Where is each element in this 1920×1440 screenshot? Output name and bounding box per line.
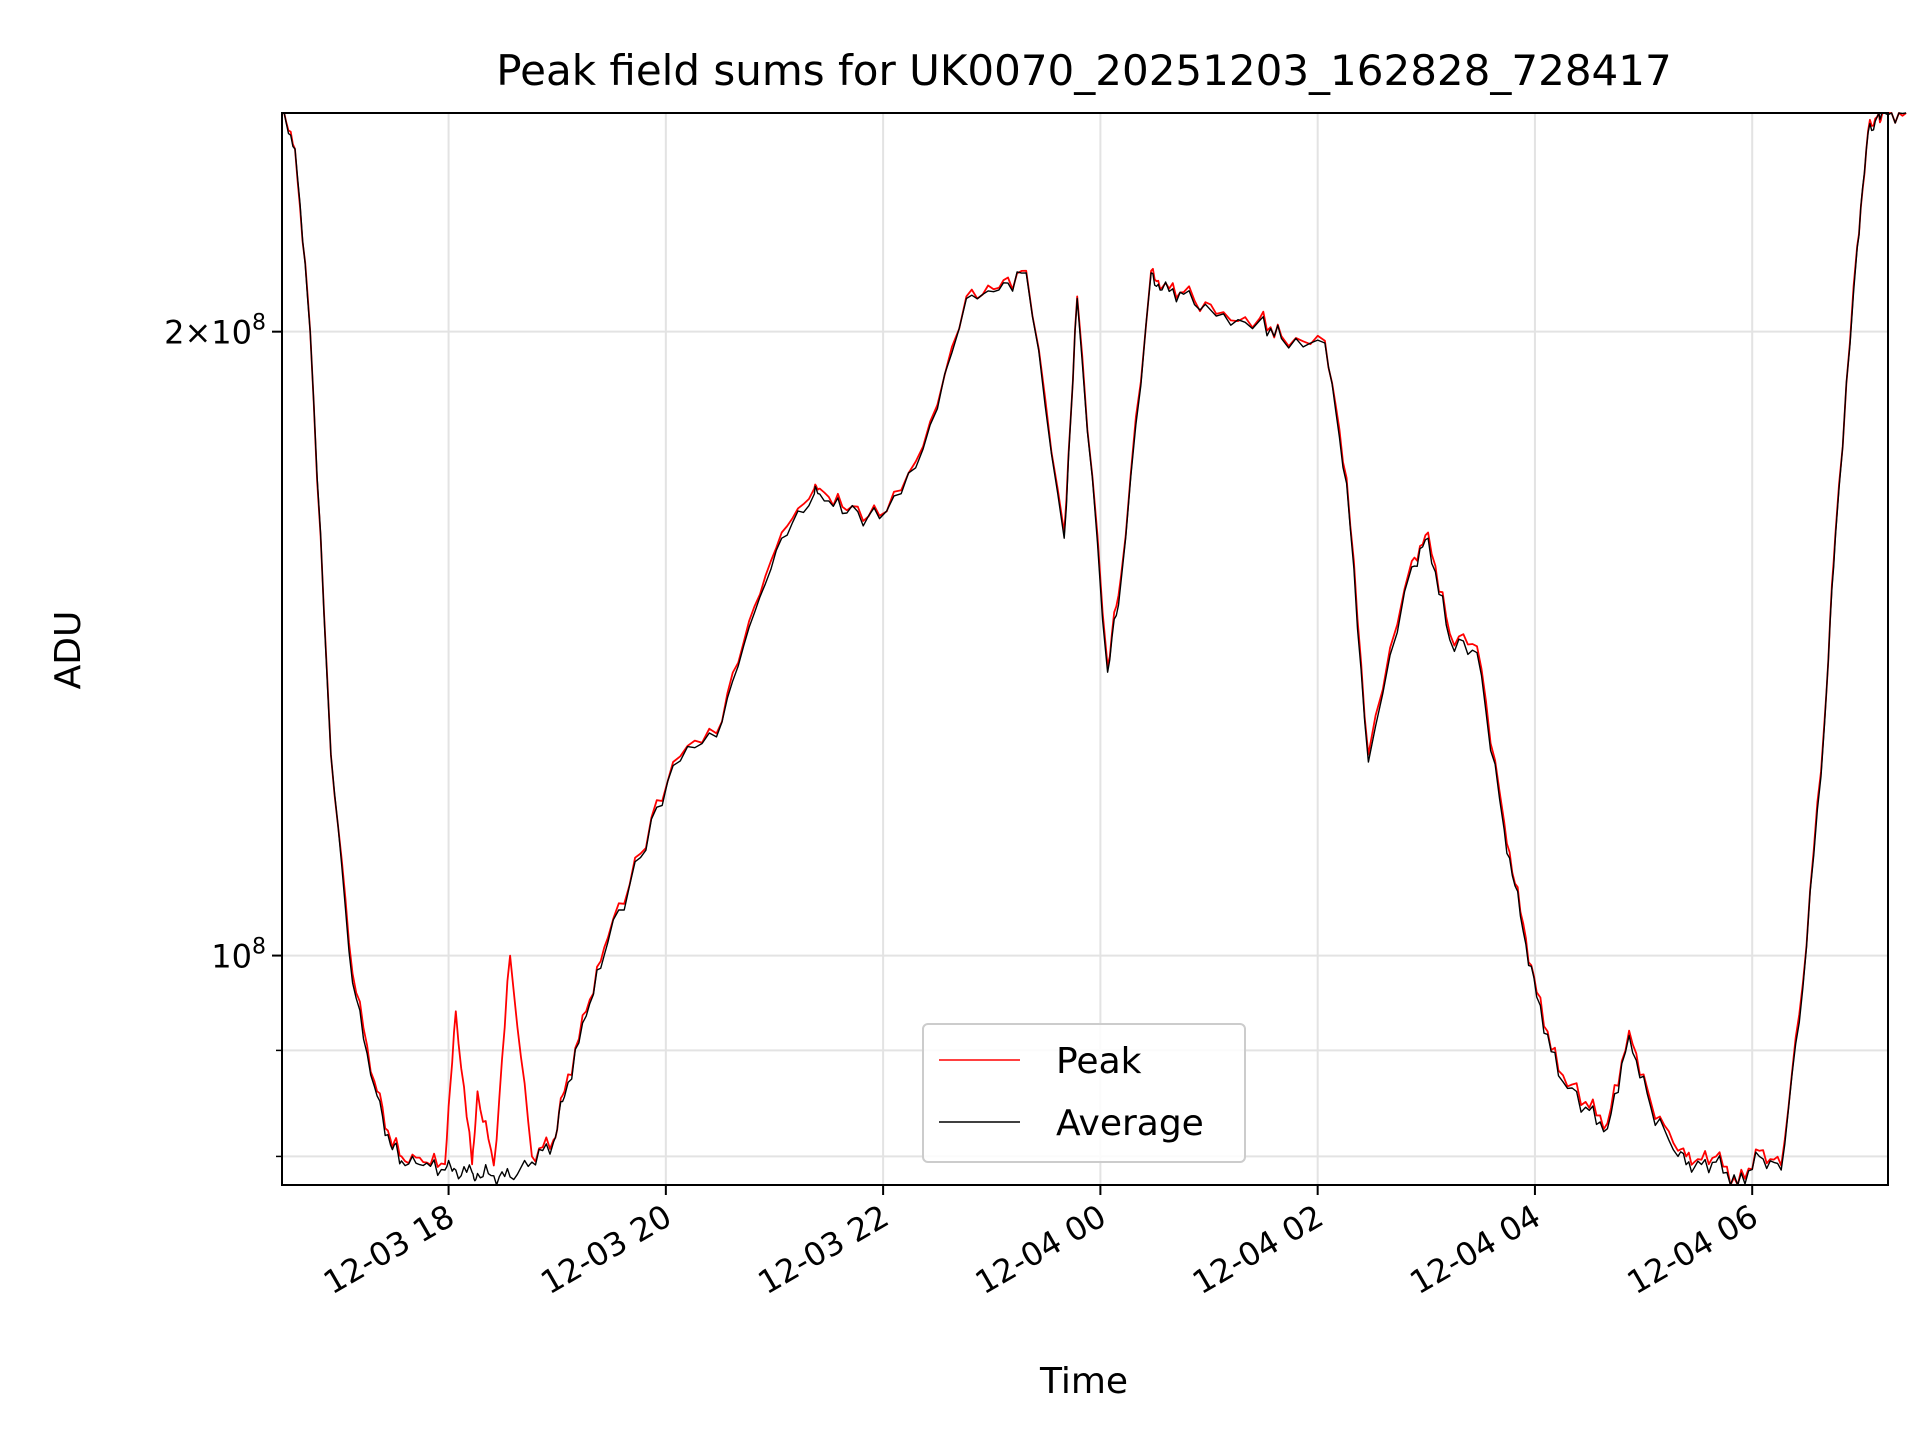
y-axis: 108 2×108 <box>164 311 282 1158</box>
legend-peak-label: Peak <box>1056 1041 1142 1082</box>
y-tick-label: 108 <box>211 935 266 976</box>
y-tick-label: 2×108 <box>164 311 266 352</box>
series-lines <box>282 112 1907 1186</box>
grid <box>282 113 1888 1185</box>
series-line-average <box>282 112 1907 1186</box>
legend-average-label: Average <box>1056 1103 1204 1144</box>
x-axis-label: Time <box>1039 1361 1128 1402</box>
series-line-peak <box>282 112 1907 1186</box>
chart-title: Peak field sums for UK0070_20251203_1628… <box>496 46 1671 95</box>
y-axis-label: ADU <box>48 611 89 690</box>
plot-frame <box>281 112 1889 1186</box>
legend: Peak Average <box>922 1023 1246 1163</box>
legend-box <box>922 1023 1246 1163</box>
